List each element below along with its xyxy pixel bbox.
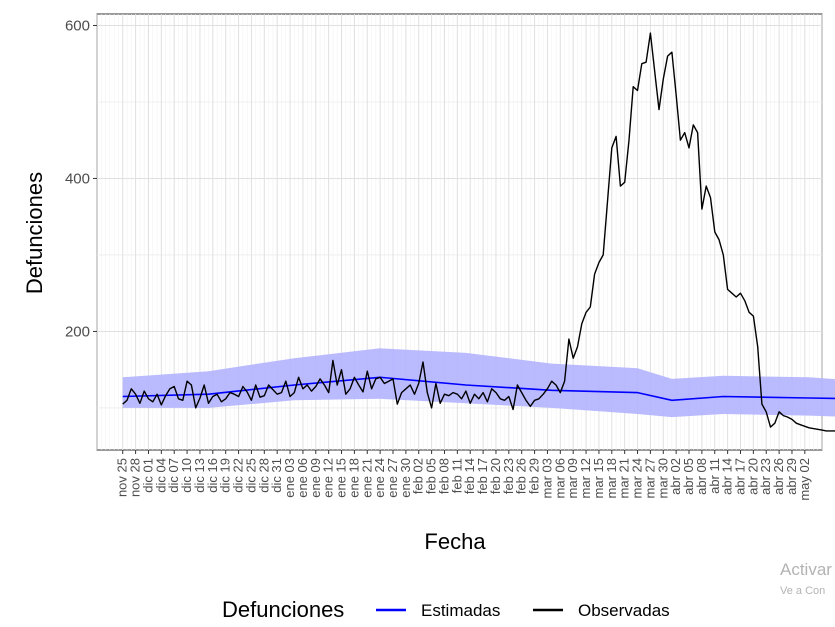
x-tick-label: mar 09 bbox=[565, 458, 580, 498]
x-tick-label: nov 28 bbox=[128, 458, 143, 497]
x-tick-label: feb 11 bbox=[449, 458, 464, 493]
x-tick-label: abr 14 bbox=[720, 458, 735, 495]
x-tick-label: dic 19 bbox=[218, 458, 233, 493]
y-axis-title: Defunciones bbox=[22, 172, 47, 294]
x-tick-label: feb 14 bbox=[462, 458, 477, 494]
x-tick-label: feb 08 bbox=[436, 458, 451, 494]
confidence-band bbox=[122, 348, 835, 418]
watermark-line-2: Ve a Con bbox=[780, 585, 825, 597]
x-tick-label: dic 31 bbox=[269, 458, 284, 493]
x-tick-label: ene 03 bbox=[282, 458, 297, 498]
x-tick-label: abr 20 bbox=[745, 458, 760, 495]
x-tick-label: mar 24 bbox=[630, 458, 645, 498]
x-tick-label: dic 16 bbox=[205, 458, 220, 493]
x-tick-label: dic 22 bbox=[231, 458, 246, 493]
x-tick-label: mar 30 bbox=[655, 458, 670, 498]
x-tick-label: mar 21 bbox=[617, 458, 632, 498]
x-tick-label: mar 06 bbox=[552, 458, 567, 498]
x-tick-label: ene 09 bbox=[308, 458, 323, 498]
x-tick-label: ene 21 bbox=[359, 458, 374, 498]
x-tick-label: abr 29 bbox=[784, 458, 799, 495]
x-tick-label: abr 23 bbox=[758, 458, 773, 495]
y-tick-label: 400 bbox=[65, 170, 90, 187]
x-tick-label: ene 15 bbox=[334, 458, 349, 498]
watermark-line-1: Activar bbox=[780, 560, 832, 579]
x-tick-label: ene 27 bbox=[385, 458, 400, 498]
series-line-observadas bbox=[122, 32, 835, 432]
x-tick-label: abr 02 bbox=[668, 458, 683, 495]
x-tick-label: dic 04 bbox=[153, 458, 168, 493]
x-tick-label: dic 10 bbox=[179, 458, 194, 493]
x-tick-label: may 02 bbox=[797, 458, 812, 501]
x-tick-label: ene 06 bbox=[295, 458, 310, 498]
legend: Defunciones Estimadas Observadas bbox=[222, 597, 670, 622]
x-tick-label: abr 11 bbox=[707, 458, 722, 494]
x-tick-label: abr 26 bbox=[771, 458, 786, 495]
x-tick-label: feb 29 bbox=[527, 458, 542, 494]
x-tick-label: dic 01 bbox=[140, 458, 155, 493]
x-tick-label: feb 05 bbox=[424, 458, 439, 494]
x-tick-label: ene 24 bbox=[372, 458, 387, 498]
x-tick-label: abr 05 bbox=[681, 458, 696, 495]
x-tick-label: abr 17 bbox=[732, 458, 747, 495]
legend-label-estimadas: Estimadas bbox=[421, 601, 500, 620]
y-tick-label: 600 bbox=[65, 17, 90, 34]
x-tick-label: feb 26 bbox=[514, 458, 529, 494]
x-tick-label: nov 25 bbox=[115, 458, 130, 497]
x-tick-label: dic 28 bbox=[256, 458, 271, 493]
series-lines bbox=[122, 32, 835, 432]
y-tick-label: 200 bbox=[65, 323, 90, 340]
legend-title: Defunciones bbox=[222, 597, 344, 622]
x-tick-label: dic 25 bbox=[243, 458, 258, 493]
x-tick-label: mar 03 bbox=[539, 458, 554, 498]
x-tick-label: mar 15 bbox=[591, 458, 606, 498]
x-tick-label: abr 08 bbox=[694, 458, 709, 495]
y-axis-ticks: 200 400 600 bbox=[65, 17, 97, 340]
x-tick-label: feb 20 bbox=[488, 458, 503, 494]
x-tick-label: feb 17 bbox=[475, 458, 490, 494]
series-line-estimadas bbox=[122, 376, 835, 402]
legend-label-observadas: Observadas bbox=[578, 601, 670, 620]
x-tick-label: dic 07 bbox=[166, 458, 181, 493]
x-tick-label: ene 12 bbox=[321, 458, 336, 498]
x-tick-label: feb 23 bbox=[501, 458, 516, 494]
x-tick-label: mar 27 bbox=[642, 458, 657, 498]
x-tick-label: ene 18 bbox=[346, 458, 361, 498]
x-tick-label: mar 12 bbox=[578, 458, 593, 498]
x-tick-label: mar 18 bbox=[604, 458, 619, 498]
x-tick-label: feb 02 bbox=[411, 458, 426, 494]
x-axis-title: Fecha bbox=[424, 529, 486, 554]
band-estimadas bbox=[122, 348, 835, 418]
x-tick-label: ene 30 bbox=[398, 458, 413, 498]
x-tick-label: dic 13 bbox=[192, 458, 207, 493]
